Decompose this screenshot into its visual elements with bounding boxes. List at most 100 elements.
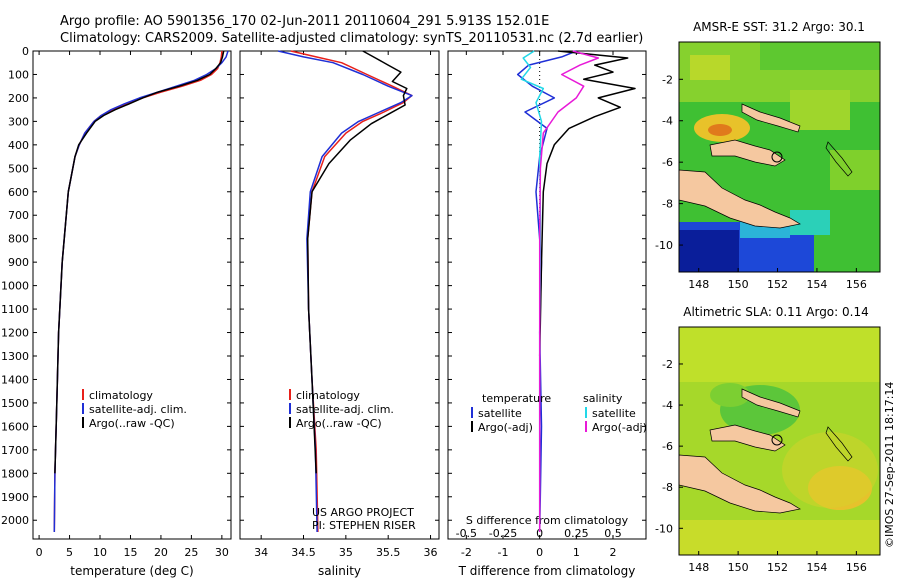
map-lon-tick-label: 154 <box>806 278 827 291</box>
sst-map-ticks: 148 150 152 154 156 -2 -4 -6 -8 -10 <box>655 73 867 291</box>
diff-legend-label: satellite <box>478 407 522 420</box>
sst-field-patch <box>830 150 880 190</box>
salinity-x-axis-label: salinity <box>318 564 361 578</box>
y-tick-label: 900 <box>8 256 29 269</box>
difference-x-tick-label: -1 <box>498 546 509 559</box>
float-position-marker <box>771 151 783 163</box>
y-tick-label: 400 <box>8 139 29 152</box>
salinity-panel: 34 34.5 35 35.5 36 salinity climatologysatelli… <box>239 50 440 578</box>
map-lon-tick-label: 156 <box>846 278 867 291</box>
map-lat-tick-label: -6 <box>662 440 673 453</box>
salinity-legend-label: Argo(..raw -QC) <box>296 417 382 430</box>
sst-warm-core <box>708 124 732 136</box>
y-tick-label: 100 <box>8 68 29 81</box>
y-tick-label: 600 <box>8 186 29 199</box>
temperature-series-1 <box>53 50 229 533</box>
map-lon-tick-label: 148 <box>688 561 709 574</box>
sst-map-frame <box>678 41 881 273</box>
y-tick-label: 1600 <box>1 420 29 433</box>
temperature-plot-frame <box>32 50 232 540</box>
new-ireland-land <box>741 103 801 133</box>
top-x-tick-label: 0 <box>536 527 543 540</box>
project-annotation: PI: STEPHEN RISER <box>312 519 416 532</box>
sla-map: Altimetric SLA: 0.11 Argo: 0.14 148 150 15… <box>655 305 881 574</box>
temperature-x-axis-label: temperature (deg C) <box>70 564 193 578</box>
y-tick-label: 300 <box>8 115 29 128</box>
new-guinea-land <box>679 169 801 229</box>
imos-timestamp: ©IMOS 27-Sep-2011 18:17:14 <box>883 382 896 548</box>
map-lat-tick-label: -8 <box>662 481 673 494</box>
new-britain-land <box>709 139 786 167</box>
map-lat-tick-label: -4 <box>662 399 673 412</box>
salinity-x-tick-label: 35 <box>339 546 353 559</box>
y-tick-label: 1300 <box>1 350 29 363</box>
map-lon-tick-label: 152 <box>767 561 788 574</box>
temperature-series-0 <box>53 50 223 533</box>
difference-panel: -2 -1 0 1 2 T difference from climatology -0.5… <box>447 50 647 578</box>
map-lon-tick-label: 148 <box>688 278 709 291</box>
y-tick-label: 1000 <box>1 280 29 293</box>
map-lon-tick-label: 150 <box>728 278 749 291</box>
difference-x-tick-label: 0 <box>536 546 543 559</box>
figure-title-line-2: Climatology: CARS2009. Satellite-adjuste… <box>60 31 643 46</box>
salinity-series-2 <box>306 50 408 474</box>
temperature-x-tick-label: 5 <box>66 546 73 559</box>
map-lat-tick-label: -4 <box>662 115 673 128</box>
y-tick-label: 1900 <box>1 491 29 504</box>
salinity-legend-label: climatology <box>296 389 360 402</box>
map-lon-tick-label: 154 <box>806 561 827 574</box>
sst-field-patch <box>760 42 880 70</box>
temperature-x-tick-label: 25 <box>184 546 198 559</box>
top-x-tick-label: -0.25 <box>489 527 517 540</box>
difference-plot-frame <box>447 50 647 540</box>
temperature-series-2 <box>54 50 225 474</box>
difference-x-axis-label: T difference from climatology <box>458 564 636 578</box>
y-tick-label: 0 <box>22 45 29 58</box>
map-lon-tick-label: 152 <box>767 278 788 291</box>
y-tick-label: 1400 <box>1 373 29 386</box>
y-tick-label: 1500 <box>1 397 29 410</box>
temperature-legend-label: Argo(..raw -QC) <box>89 417 175 430</box>
salinity-x-tick-label: 34 <box>254 546 268 559</box>
bougainville-outline <box>825 141 853 177</box>
sla-high-halo <box>782 432 878 508</box>
y-tick-label: 700 <box>8 209 29 222</box>
bougainville-outline <box>825 426 853 462</box>
sla-map-frame <box>678 326 881 556</box>
temperature-x-tick-label: 0 <box>36 546 43 559</box>
map-lon-tick-label: 150 <box>728 561 749 574</box>
temperature-panel: 0100200300400500600700800900100011001200… <box>1 45 232 578</box>
map-lat-tick-label: -6 <box>662 156 673 169</box>
sla-map-ticks: 148 150 152 154 156 -2 -4 -6 -8 -10 <box>655 358 867 574</box>
sla-field-patch <box>679 520 880 555</box>
sst-cool-core <box>679 230 739 272</box>
legend-group-title: salinity <box>583 392 623 405</box>
map-lat-tick-label: -2 <box>662 358 673 371</box>
difference-series-0 <box>516 50 577 533</box>
new-guinea-land <box>679 454 801 514</box>
legend-group-title: temperature <box>482 392 551 405</box>
temperature-x-tick-label: 10 <box>93 546 107 559</box>
map-lat-tick-label: -10 <box>655 522 673 535</box>
temperature-x-tick-label: 20 <box>154 546 168 559</box>
top-x-axis-label: S difference from climatology <box>466 514 629 527</box>
project-annotation: US ARGO PROJECT <box>312 506 414 519</box>
float-position-marker <box>771 434 783 446</box>
salinity-x-tick-label: 36 <box>424 546 438 559</box>
new-ireland-land <box>741 388 801 418</box>
y-tick-label: 500 <box>8 162 29 175</box>
y-tick-label: 2000 <box>1 514 29 527</box>
salinity-series-1 <box>277 50 413 533</box>
salinity-x-tick-label: 35.5 <box>376 546 401 559</box>
difference-x-tick-label: 1 <box>573 546 580 559</box>
sst-field-patch <box>690 55 730 80</box>
sla-low-patch <box>710 383 750 407</box>
diff-legend-label: satellite <box>592 407 636 420</box>
y-tick-label: 1700 <box>1 444 29 457</box>
sst-map-title: AMSR-E SST: 31.2 Argo: 30.1 <box>693 20 865 34</box>
map-lat-tick-label: -8 <box>662 198 673 211</box>
top-x-tick-label: 0.5 <box>604 527 622 540</box>
y-tick-label: 800 <box>8 233 29 246</box>
y-tick-label: 200 <box>8 92 29 105</box>
